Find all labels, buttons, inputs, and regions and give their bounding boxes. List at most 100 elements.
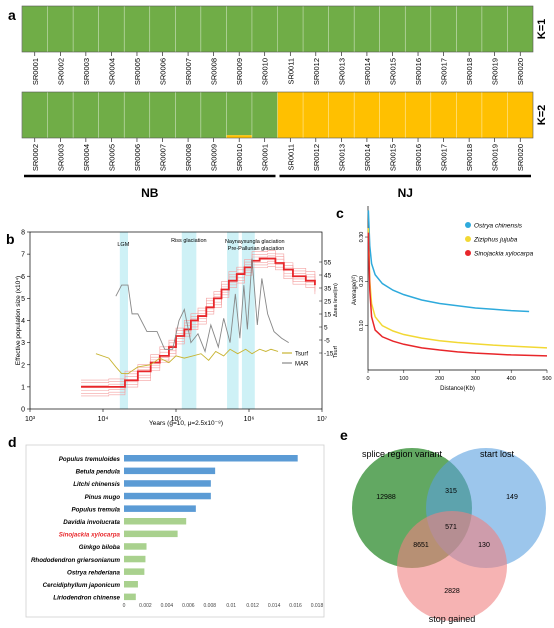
- right-tick-label: 15: [324, 312, 332, 319]
- sample-label: SR0002: [31, 144, 40, 171]
- sample-label: SR0007: [159, 144, 168, 171]
- sample-label: SR0019: [491, 58, 500, 85]
- structure-segment-green: [328, 6, 355, 52]
- legend-marker: [465, 222, 471, 228]
- sample-label: SR0003: [56, 144, 65, 171]
- sample-label: SR0008: [184, 144, 193, 171]
- bar-category-label: Davidia involucrata: [63, 519, 120, 526]
- legend-label: Ostrya chinensis: [474, 223, 523, 230]
- right-tick-label: 5: [324, 325, 328, 332]
- bar: [124, 505, 196, 512]
- x-axis-label: Distance(Kb): [440, 386, 475, 392]
- x-tick-label: 0.006: [182, 603, 195, 609]
- y-axis-label: Effective population size (x10⁴): [15, 276, 22, 365]
- structure-segment-green: [175, 6, 201, 52]
- panel-d-bar-chart: Populus tremuloides Betula pendula Litchi …: [25, 444, 325, 618]
- structure-segment-green: [200, 92, 227, 138]
- y-tick-label: 3: [21, 340, 25, 347]
- x-tick-label: 0.014: [268, 603, 281, 609]
- bar-category-label: Pinus mugo: [85, 494, 121, 501]
- x-tick-label: 0: [366, 376, 369, 382]
- sample-label: SR0018: [465, 58, 474, 85]
- bar-category-label: Rhododendron griersonianum: [31, 557, 121, 564]
- x-tick-label: 0.018: [311, 603, 324, 609]
- legend-label: Sinojackia xylocarpa: [474, 251, 534, 258]
- glaciation-annotation: Naynayxungla glaciation: [225, 239, 285, 245]
- x-tick-label: 10³: [25, 416, 36, 423]
- sample-label: SR0001: [261, 144, 270, 171]
- venn-region-count: 2828: [444, 588, 460, 595]
- structure-segment-yellow: [354, 92, 380, 138]
- y-tick-label: 0.10: [359, 320, 365, 331]
- sample-label: SR0006: [159, 58, 168, 85]
- sample-label: SR0012: [312, 144, 321, 171]
- structure-segment-green: [251, 92, 278, 138]
- bootstrap-line: [81, 250, 316, 381]
- sample-label: SR0019: [491, 144, 500, 171]
- sample-label: SR0004: [107, 58, 116, 85]
- y-tick-label: 0.30: [359, 232, 365, 243]
- legend-label: Tsurf: [295, 352, 308, 358]
- structure-segment-green: [22, 92, 48, 138]
- structure-segment-yellow: [405, 92, 431, 138]
- legend-label: Ziziphus jujuba: [473, 237, 518, 244]
- structure-segment-yellow: [507, 92, 533, 138]
- group-label: NJ: [398, 186, 413, 200]
- sample-label: SR0007: [184, 58, 193, 85]
- y-tick-label: 1: [21, 384, 25, 391]
- y-tick-label: 4: [21, 318, 25, 325]
- x-tick-label: 0.004: [161, 603, 174, 609]
- right-tick-label: -15: [324, 351, 334, 358]
- structure-segment-green: [47, 92, 74, 138]
- panel-frame: [25, 444, 325, 618]
- right-tick-label: 25: [324, 299, 332, 306]
- structure-segment-green: [124, 92, 150, 138]
- structure-segment-green: [98, 92, 125, 138]
- panel-c-ld-decay: 0.10 0.20 0.30 0 100 200 300 400 500 Distance(Kb)…: [352, 206, 552, 392]
- x-tick-label: 200: [435, 376, 444, 382]
- sample-label: SR0011: [286, 144, 295, 171]
- structure-segment-green: [456, 6, 482, 52]
- sample-label: SR0013: [337, 58, 346, 85]
- sample-label: SR0006: [133, 144, 142, 171]
- venn-region-count: 571: [445, 524, 457, 531]
- structure-segment-green: [98, 6, 125, 52]
- x-tick-label: 0.012: [246, 603, 259, 609]
- sample-label: SR0020: [516, 58, 525, 85]
- bar: [124, 581, 138, 588]
- venn-set-label: splice region variant: [362, 449, 443, 459]
- bar-category-label: Sinojackia xylocarpa: [59, 532, 121, 539]
- plot-frame: [29, 231, 323, 410]
- structure-segment-green: [22, 6, 48, 52]
- y-tick-label: 6: [21, 274, 25, 281]
- x-axis-label: Years (g=10, μ=2.5x10⁻⁸): [149, 420, 223, 427]
- x-tick-label: 10⁵: [171, 416, 182, 423]
- series-line-0: [81, 257, 316, 388]
- structure-segment-yellow: [430, 92, 457, 138]
- structure-segment-yellow: [379, 92, 406, 138]
- structure-segment-green: [251, 6, 278, 52]
- structure-segment-green: [507, 6, 533, 52]
- venn-region-count: 12988: [376, 494, 396, 501]
- x-tick-label: 0.016: [289, 603, 302, 609]
- bar: [124, 492, 211, 500]
- right-tick-label: 35: [324, 286, 332, 293]
- structure-segment-green: [226, 6, 252, 52]
- glaciation-shade: [119, 232, 128, 409]
- right-axis-label: Tsurf: [333, 346, 339, 358]
- sample-label: SR0016: [414, 58, 423, 85]
- structure-segment-green: [124, 6, 150, 52]
- structure-segment-green: [481, 6, 508, 52]
- y-axis-label: Average(r²): [352, 275, 358, 305]
- x-tick-label: 0.01: [226, 603, 236, 609]
- structure-segment-green: [303, 6, 329, 52]
- bar-category-label: Cercidiphyllum japonicum: [43, 582, 121, 589]
- structure-segment-green: [354, 6, 380, 52]
- k-label: K=2: [536, 105, 548, 126]
- legend-marker: [465, 250, 471, 256]
- k-label: K=1: [536, 19, 548, 40]
- structure-segment-green: [73, 92, 99, 138]
- bar-category-label: Litchi chinensis: [73, 481, 120, 488]
